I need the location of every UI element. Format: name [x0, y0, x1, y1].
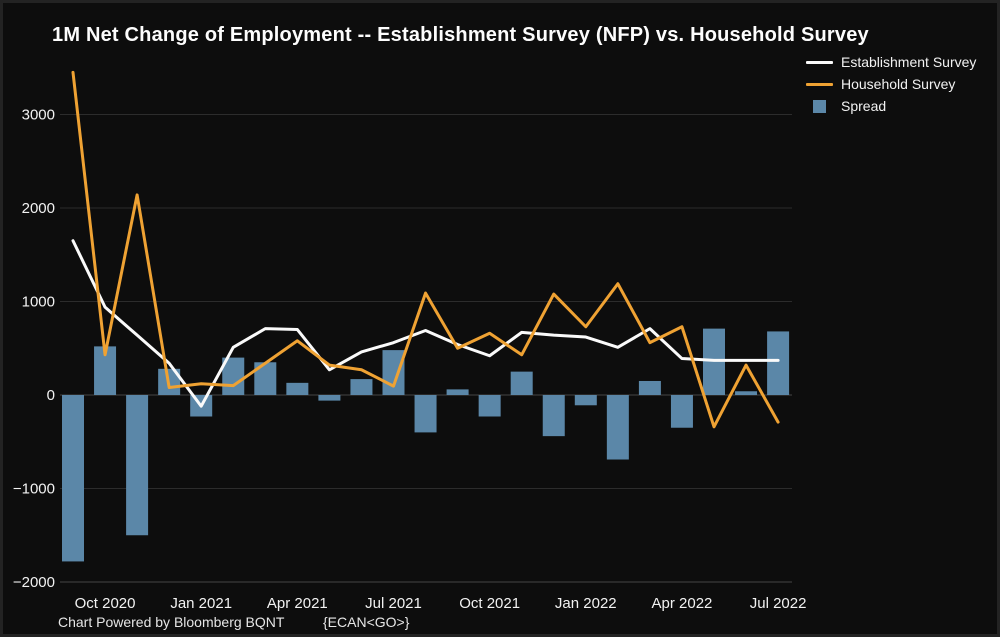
chart-title: 1M Net Change of Employment -- Establish…	[52, 24, 869, 46]
y-tick-label: 0	[47, 387, 55, 404]
spread-bar	[670, 395, 693, 428]
household-survey-line	[71, 70, 780, 429]
spread-bar	[446, 389, 469, 395]
y-tick-label: 1000	[22, 294, 55, 311]
spread-bar	[767, 331, 790, 395]
x-tick-label: Oct 2020	[75, 595, 136, 612]
powered-by-text: Chart Powered by Bloomberg BQNT	[58, 614, 285, 630]
legend-label: Establishment Survey	[841, 54, 977, 70]
spread-bar	[414, 395, 437, 433]
spread-bar	[62, 395, 84, 562]
spread-bar	[735, 391, 758, 395]
spread-bar-swatch	[813, 99, 826, 113]
spread-bar	[510, 371, 533, 395]
spread-bar	[126, 395, 149, 536]
x-tick-label: Jan 2021	[170, 595, 232, 612]
establishment-line-swatch	[806, 60, 833, 64]
x-tick-label: Apr 2022	[652, 595, 713, 612]
spread-bar	[318, 395, 341, 401]
spread-bar	[574, 395, 597, 406]
spread-bar	[382, 350, 405, 395]
x-tick-label: Jul 2022	[750, 595, 807, 612]
spread-bar	[94, 346, 117, 395]
x-tick-label: Apr 2021	[267, 595, 328, 612]
spread-bar	[638, 380, 661, 395]
legend-item-establishment-survey: Establishment Survey	[806, 51, 976, 73]
spread-bar	[606, 395, 629, 460]
spread-bar	[542, 395, 565, 437]
y-tick-label: 3000	[22, 107, 55, 124]
spread-bar	[350, 379, 373, 395]
terminal-command-text: {ECAN<GO>}	[323, 614, 410, 630]
legend-item-household-survey: Household Survey	[806, 73, 976, 95]
spread-bar	[254, 362, 277, 395]
y-tick-label: −1000	[13, 481, 55, 498]
x-tick-label: Jan 2022	[555, 595, 617, 612]
spread-bar	[478, 395, 501, 417]
x-tick-label: Oct 2021	[459, 595, 520, 612]
legend: Establishment Survey Household Survey Sp…	[806, 51, 976, 117]
household-line-swatch	[806, 82, 833, 86]
legend-label: Household Survey	[841, 76, 956, 92]
y-tick-label: −2000	[13, 574, 55, 591]
legend-item-spread: Spread	[806, 95, 976, 117]
spread-bar	[286, 382, 309, 395]
x-tick-label: Jul 2021	[365, 595, 422, 612]
legend-label: Spread	[841, 98, 887, 114]
y-tick-label: 2000	[22, 200, 55, 217]
